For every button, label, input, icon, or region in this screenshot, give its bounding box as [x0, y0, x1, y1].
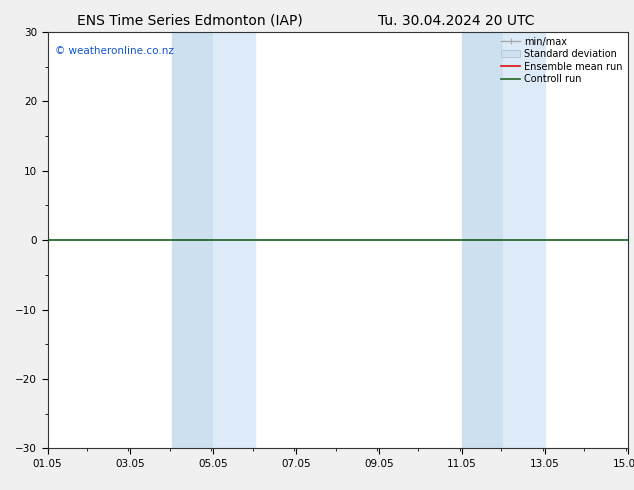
Text: © weatheronline.co.nz: © weatheronline.co.nz [55, 47, 173, 56]
Text: ENS Time Series Edmonton (IAP): ENS Time Series Edmonton (IAP) [77, 14, 303, 28]
Bar [462, 32, 503, 448]
Bar [503, 32, 545, 448]
Bar [213, 32, 255, 448]
Text: Tu. 30.04.2024 20 UTC: Tu. 30.04.2024 20 UTC [378, 14, 534, 28]
Bar [172, 32, 213, 448]
Legend: min/max, Standard deviation, Ensemble mean run, Controll run: min/max, Standard deviation, Ensemble me… [499, 35, 624, 86]
